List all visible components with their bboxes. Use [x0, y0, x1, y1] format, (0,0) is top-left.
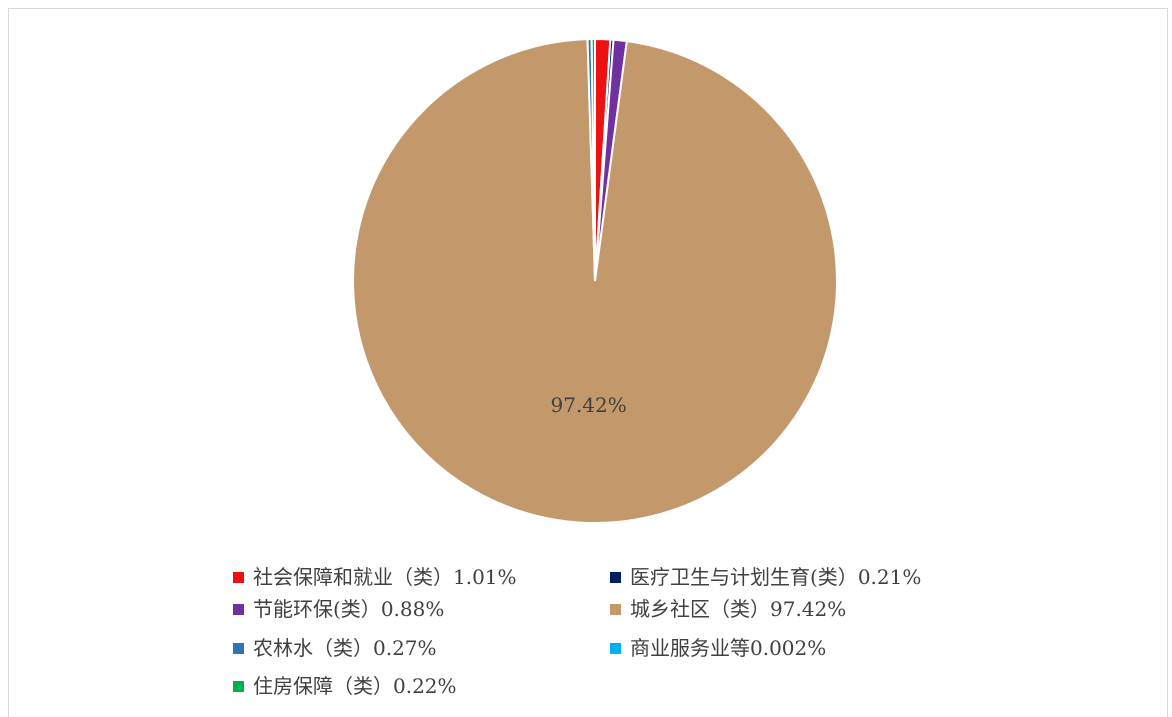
legend-label: 住房保障（类）0.22% [253, 674, 457, 698]
pie-slice [590, 37, 596, 282]
legend-swatch [610, 643, 621, 654]
legend-name: 农林水（类） [253, 636, 373, 660]
legend-swatch [233, 681, 244, 692]
legend-label: 医疗卫生与计划生育(类）0.21% [630, 565, 921, 589]
legend-value: 1.01% [453, 565, 517, 589]
legend: 社会保障和就业（类）1.01% 医疗卫生与计划生育(类）0.21%节能环保(类）0… [233, 565, 921, 698]
legend-name: 节能环保(类） [253, 597, 381, 621]
legend-label: 农林水（类）0.27% [253, 636, 437, 660]
legend-swatch [233, 572, 244, 583]
legend-name: 医疗卫生与计划生育(类） [630, 565, 858, 589]
legend-swatch [233, 643, 244, 654]
legend-name: 城乡社区（类） [630, 597, 770, 621]
pie-slice [352, 38, 838, 524]
legend-value: 97.42% [770, 597, 846, 621]
legend-name: 社会保障和就业（类） [253, 565, 453, 589]
legend-swatch [233, 604, 244, 615]
legend-value: 0.21% [858, 565, 922, 589]
legend-label: 社会保障和就业（类）1.01% [253, 565, 517, 589]
legend-label: 城乡社区（类）97.42% [630, 597, 846, 621]
legend-swatch [610, 572, 621, 583]
pie [352, 37, 838, 524]
legend-name: 住房保障（类） [253, 674, 393, 698]
legend-value: 0.88% [381, 597, 445, 621]
legend-value: 0.002% [750, 636, 826, 660]
chart-frame [8, 8, 1168, 717]
legend-name: 商业服务业等 [630, 636, 750, 660]
data-label: 97.42% [551, 393, 627, 417]
legend-label: 商业服务业等0.002% [630, 636, 826, 660]
legend-value: 0.27% [373, 636, 437, 660]
legend-value: 0.22% [393, 674, 457, 698]
legend-swatch [610, 604, 621, 615]
legend-label: 节能环保(类）0.88% [253, 597, 444, 621]
